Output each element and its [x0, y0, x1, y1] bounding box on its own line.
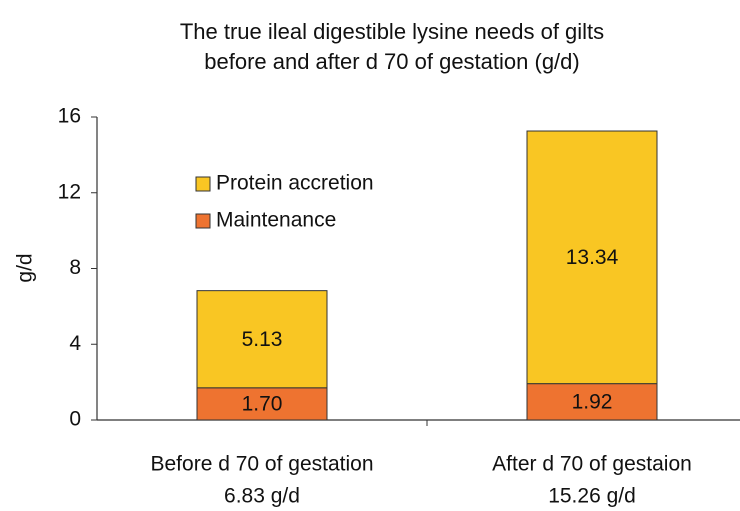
x-tick-label: After d 70 of gestaion: [492, 453, 692, 476]
bar-segment: [196, 387, 328, 421]
legend-swatch: [195, 176, 211, 192]
data-label: 5.13: [242, 328, 283, 351]
y-tick-label: 12: [58, 180, 81, 203]
data-label: 1.92: [572, 390, 613, 413]
bar-segment: [526, 383, 658, 421]
legend-label: Protein accretion: [216, 172, 374, 195]
y-tick-label: 4: [69, 332, 81, 355]
x-tick-label: 15.26 g/d: [548, 485, 636, 508]
data-label: 1.70: [242, 392, 283, 415]
chart-title: The true ileal digestible lysine needs o…: [180, 19, 604, 44]
x-tick-label: 6.83 g/d: [224, 485, 300, 508]
legend-label: Maintenance: [216, 209, 336, 232]
chart-title: before and after d 70 of gestation (g/d): [204, 49, 579, 74]
y-tick-label: 0: [69, 408, 81, 431]
data-label: 13.34: [566, 246, 619, 269]
y-tick-label: 16: [58, 105, 81, 128]
y-tick-label: 8: [69, 256, 81, 279]
x-tick-label: Before d 70 of gestation: [151, 453, 374, 476]
y-axis-label: g/d: [14, 253, 37, 282]
bar-segment: [196, 290, 328, 389]
bar-segment: [526, 130, 658, 385]
legend-swatch: [195, 213, 211, 229]
